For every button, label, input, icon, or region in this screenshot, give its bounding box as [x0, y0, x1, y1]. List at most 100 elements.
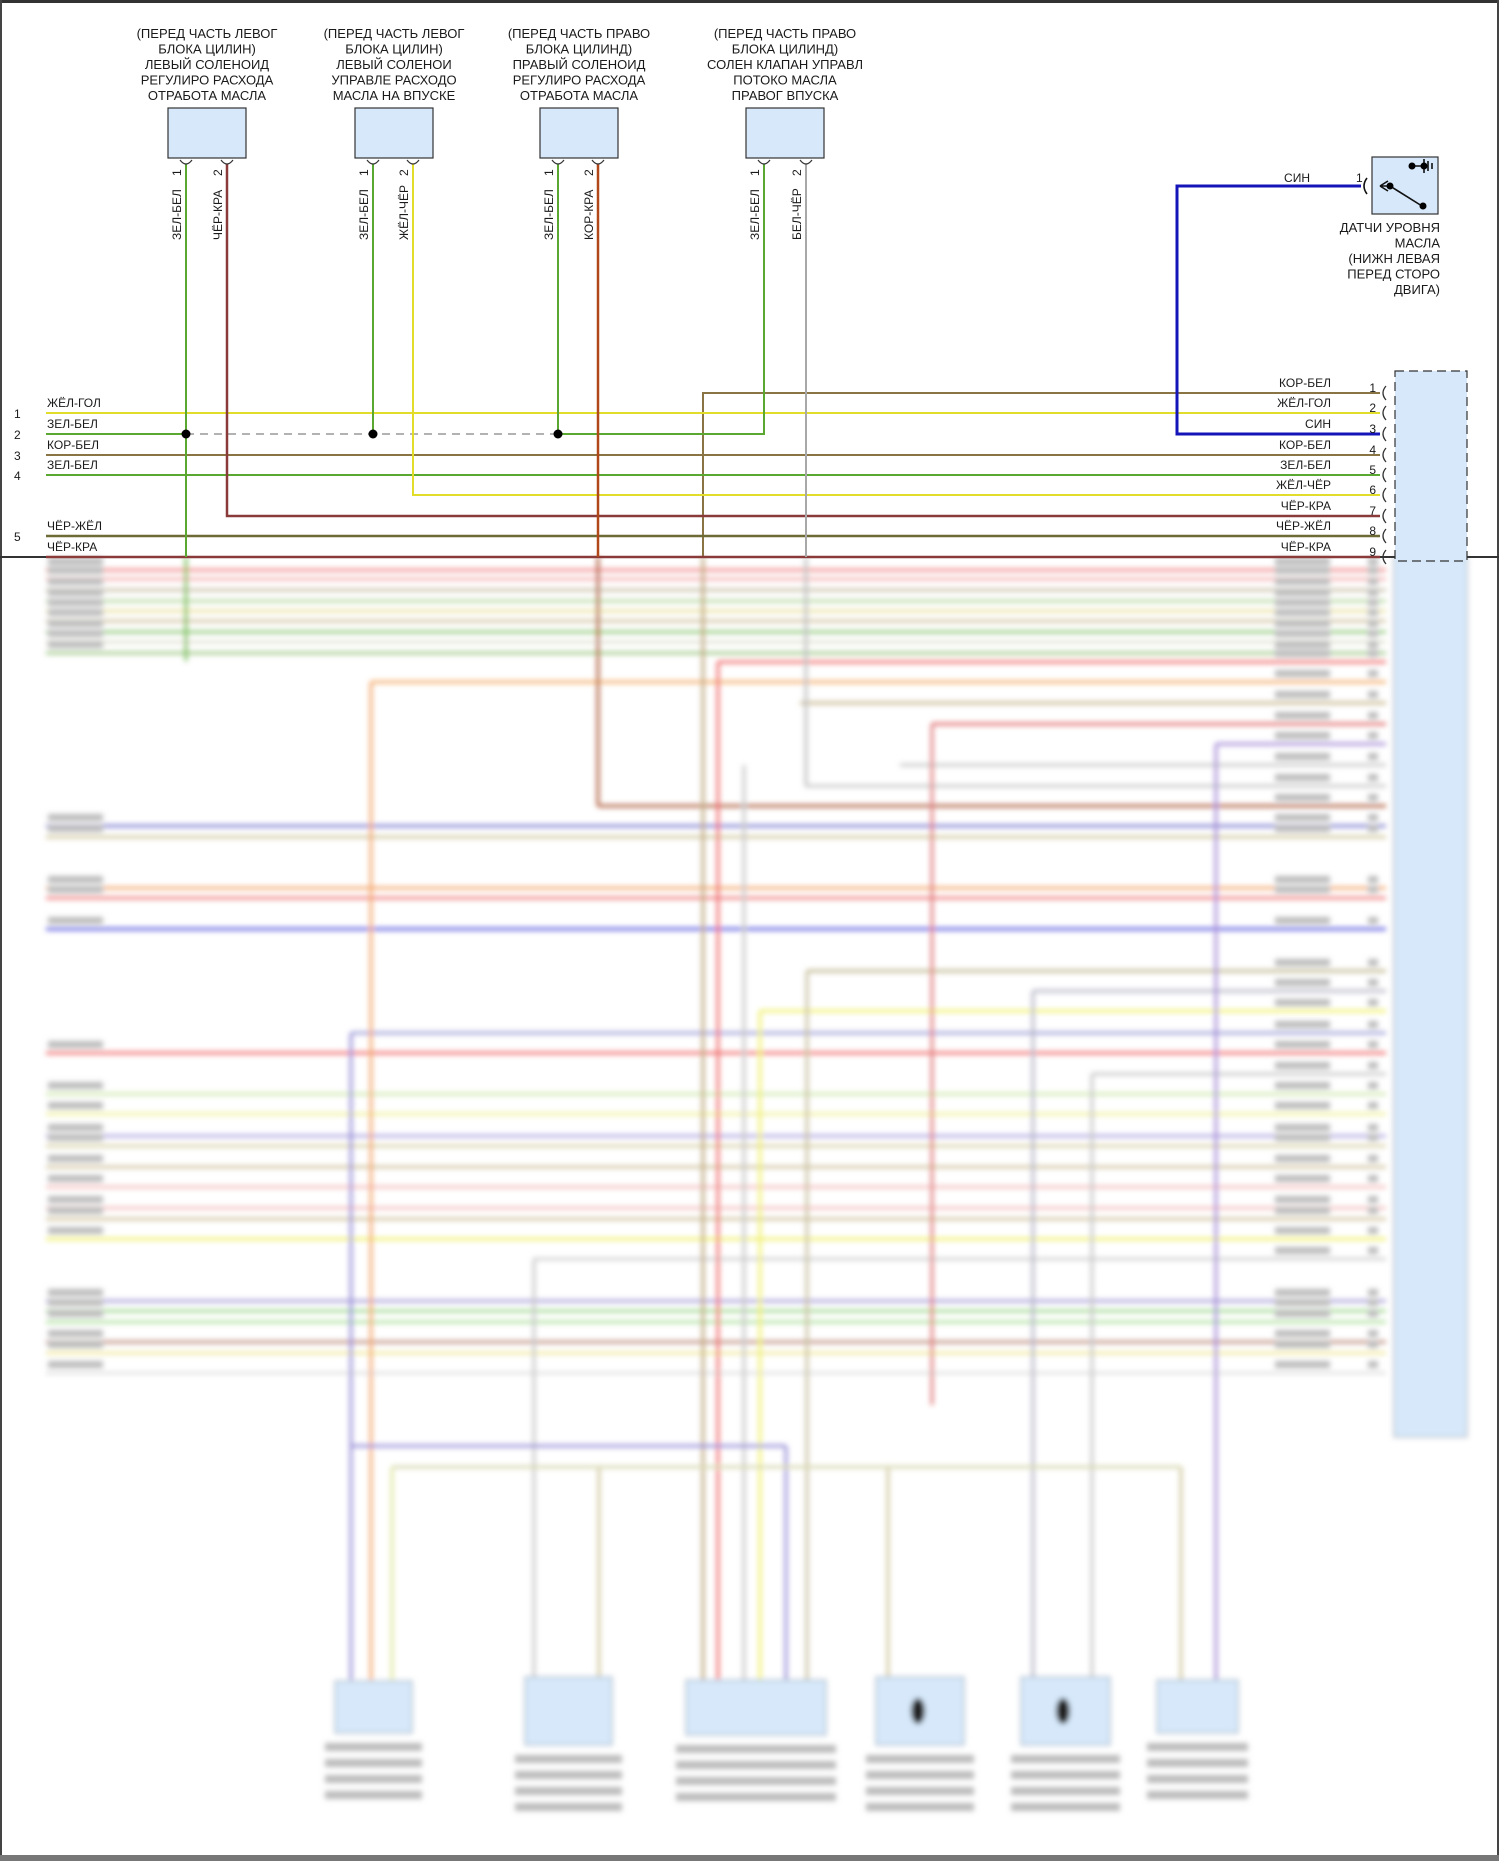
blurred-label — [1275, 753, 1330, 760]
blurred-pin-number — [1368, 599, 1378, 606]
blurred-pin-number — [1368, 876, 1378, 883]
blurred-pin-number — [1368, 1134, 1378, 1141]
component-body[interactable] — [745, 107, 825, 159]
blurred-pin-number — [1368, 1207, 1378, 1214]
left-border — [0, 0, 2, 1861]
component-label: СОЛЕН КЛАПАН УПРАВЛ — [707, 57, 863, 72]
blurred-label — [48, 567, 103, 574]
blurred-label — [48, 917, 103, 924]
blurred-label — [1275, 670, 1330, 677]
blurred-component — [1156, 1679, 1239, 1734]
blurred-label — [1275, 814, 1330, 821]
blurred-pin-number — [1368, 1041, 1378, 1048]
switch-contact — [1419, 202, 1427, 210]
blurred-pin-number — [1368, 979, 1378, 986]
component-label: (ПЕРЕД ЧАСТЬ ПРАВО — [508, 26, 650, 41]
blurred-pin-number — [1368, 641, 1378, 648]
connector-pin-number: 4 — [1369, 443, 1376, 457]
blurred-label — [1275, 567, 1330, 574]
oil-level-sensor[interactable] — [1363, 156, 1439, 215]
pin-terminal — [591, 159, 605, 165]
splice-node — [553, 429, 563, 439]
blurred-label — [1275, 1082, 1330, 1089]
wire-color-label: КОР-БЕЛ — [1279, 438, 1331, 452]
component-body[interactable] — [539, 107, 619, 159]
blurred-label — [1147, 1775, 1248, 1783]
sensor-label: ДАТЧИ УРОВНЯ — [1340, 220, 1440, 235]
connector-terminal — [1382, 549, 1387, 565]
blurred-pin-number — [1368, 1021, 1378, 1028]
connector-pin-number: 7 — [1369, 504, 1376, 518]
wire-color-label: ЗЕЛ-БЕЛ — [1280, 458, 1331, 472]
pin-number: 2 — [790, 169, 804, 176]
blurred-label — [1275, 1330, 1330, 1337]
blurred-label — [1011, 1755, 1120, 1763]
blurred-label — [325, 1759, 422, 1767]
blurred-label — [48, 1310, 103, 1317]
blurred-label — [866, 1803, 974, 1811]
blurred-label — [48, 1341, 103, 1348]
wire-color-label: ЗЕЛ-БЕЛ — [170, 189, 184, 240]
pin-number: 2 — [211, 169, 225, 176]
blurred-label — [48, 1196, 103, 1203]
blurred-label — [48, 825, 103, 832]
blurred-label — [48, 1134, 103, 1141]
component-2[interactable] — [354, 107, 434, 165]
blurred-label — [1275, 1207, 1330, 1214]
blurred-pin-number — [1368, 691, 1378, 698]
pin-number: 2 — [397, 169, 411, 176]
blurred-pin-number — [1368, 1102, 1378, 1109]
component-label: БЛОКА ЦИЛИНД) — [732, 42, 838, 57]
blurred-label — [48, 1207, 103, 1214]
blurred-pin-number — [1368, 567, 1378, 574]
blurred-label — [1275, 1062, 1330, 1069]
component-label: ОТРАБОТА МАСЛА — [148, 88, 267, 103]
connector-terminal — [1382, 528, 1387, 544]
blurred-label — [48, 1289, 103, 1296]
blurred-label — [1147, 1791, 1248, 1799]
blurred-pin-number — [1368, 999, 1378, 1006]
blurred-component — [334, 1680, 413, 1734]
blurred-label — [1011, 1787, 1120, 1795]
pin-terminal — [366, 159, 380, 165]
blurred-label — [48, 630, 103, 637]
blurred-label — [48, 1175, 103, 1182]
connector-pin-number: 9 — [1369, 545, 1376, 559]
component-label: ОТРАБОТА МАСЛА — [520, 88, 639, 103]
blurred-label — [48, 1041, 103, 1048]
blurred-label — [48, 1124, 103, 1131]
component-label: ЛЕВЫЙ СОЛЕНОИД — [145, 57, 269, 72]
pin-terminal — [220, 159, 234, 165]
blurred-label — [515, 1803, 622, 1811]
blurred-label — [1275, 1299, 1330, 1306]
wire-zhel-cher — [412, 164, 1380, 496]
component-label: БЛОКА ЦИЛИН) — [345, 42, 443, 57]
blurred-pin-number — [1368, 650, 1378, 657]
splice-node — [368, 429, 378, 439]
blurred-label — [48, 599, 103, 606]
pin-number: 1 — [357, 169, 371, 176]
pin-terminal — [551, 159, 565, 165]
wire-zel-bel — [558, 164, 765, 435]
wire-color-label: ЧЁР-ЖЁЛ — [47, 519, 102, 533]
blurred-label — [1275, 1041, 1330, 1048]
sensor-label: МАСЛА — [1395, 236, 1441, 251]
component-body[interactable] — [354, 107, 434, 159]
components — [167, 107, 1468, 562]
component-body[interactable] — [167, 107, 247, 159]
component-4[interactable] — [745, 107, 825, 165]
wire-color-label: ЗЕЛ-БЕЛ — [357, 189, 371, 240]
pin-terminal — [757, 159, 771, 165]
blurred-label — [48, 558, 103, 565]
component-3[interactable] — [539, 107, 619, 165]
blurred-label — [1275, 1021, 1330, 1028]
blurred-label — [48, 876, 103, 883]
blurred-label — [1011, 1771, 1120, 1779]
ecu-connector[interactable] — [1394, 370, 1468, 562]
blurred-label — [1275, 578, 1330, 585]
bottom-border — [0, 1855, 1499, 1861]
blurred-label — [1275, 979, 1330, 986]
component-1[interactable] — [167, 107, 247, 165]
connector-terminal — [1382, 508, 1387, 524]
